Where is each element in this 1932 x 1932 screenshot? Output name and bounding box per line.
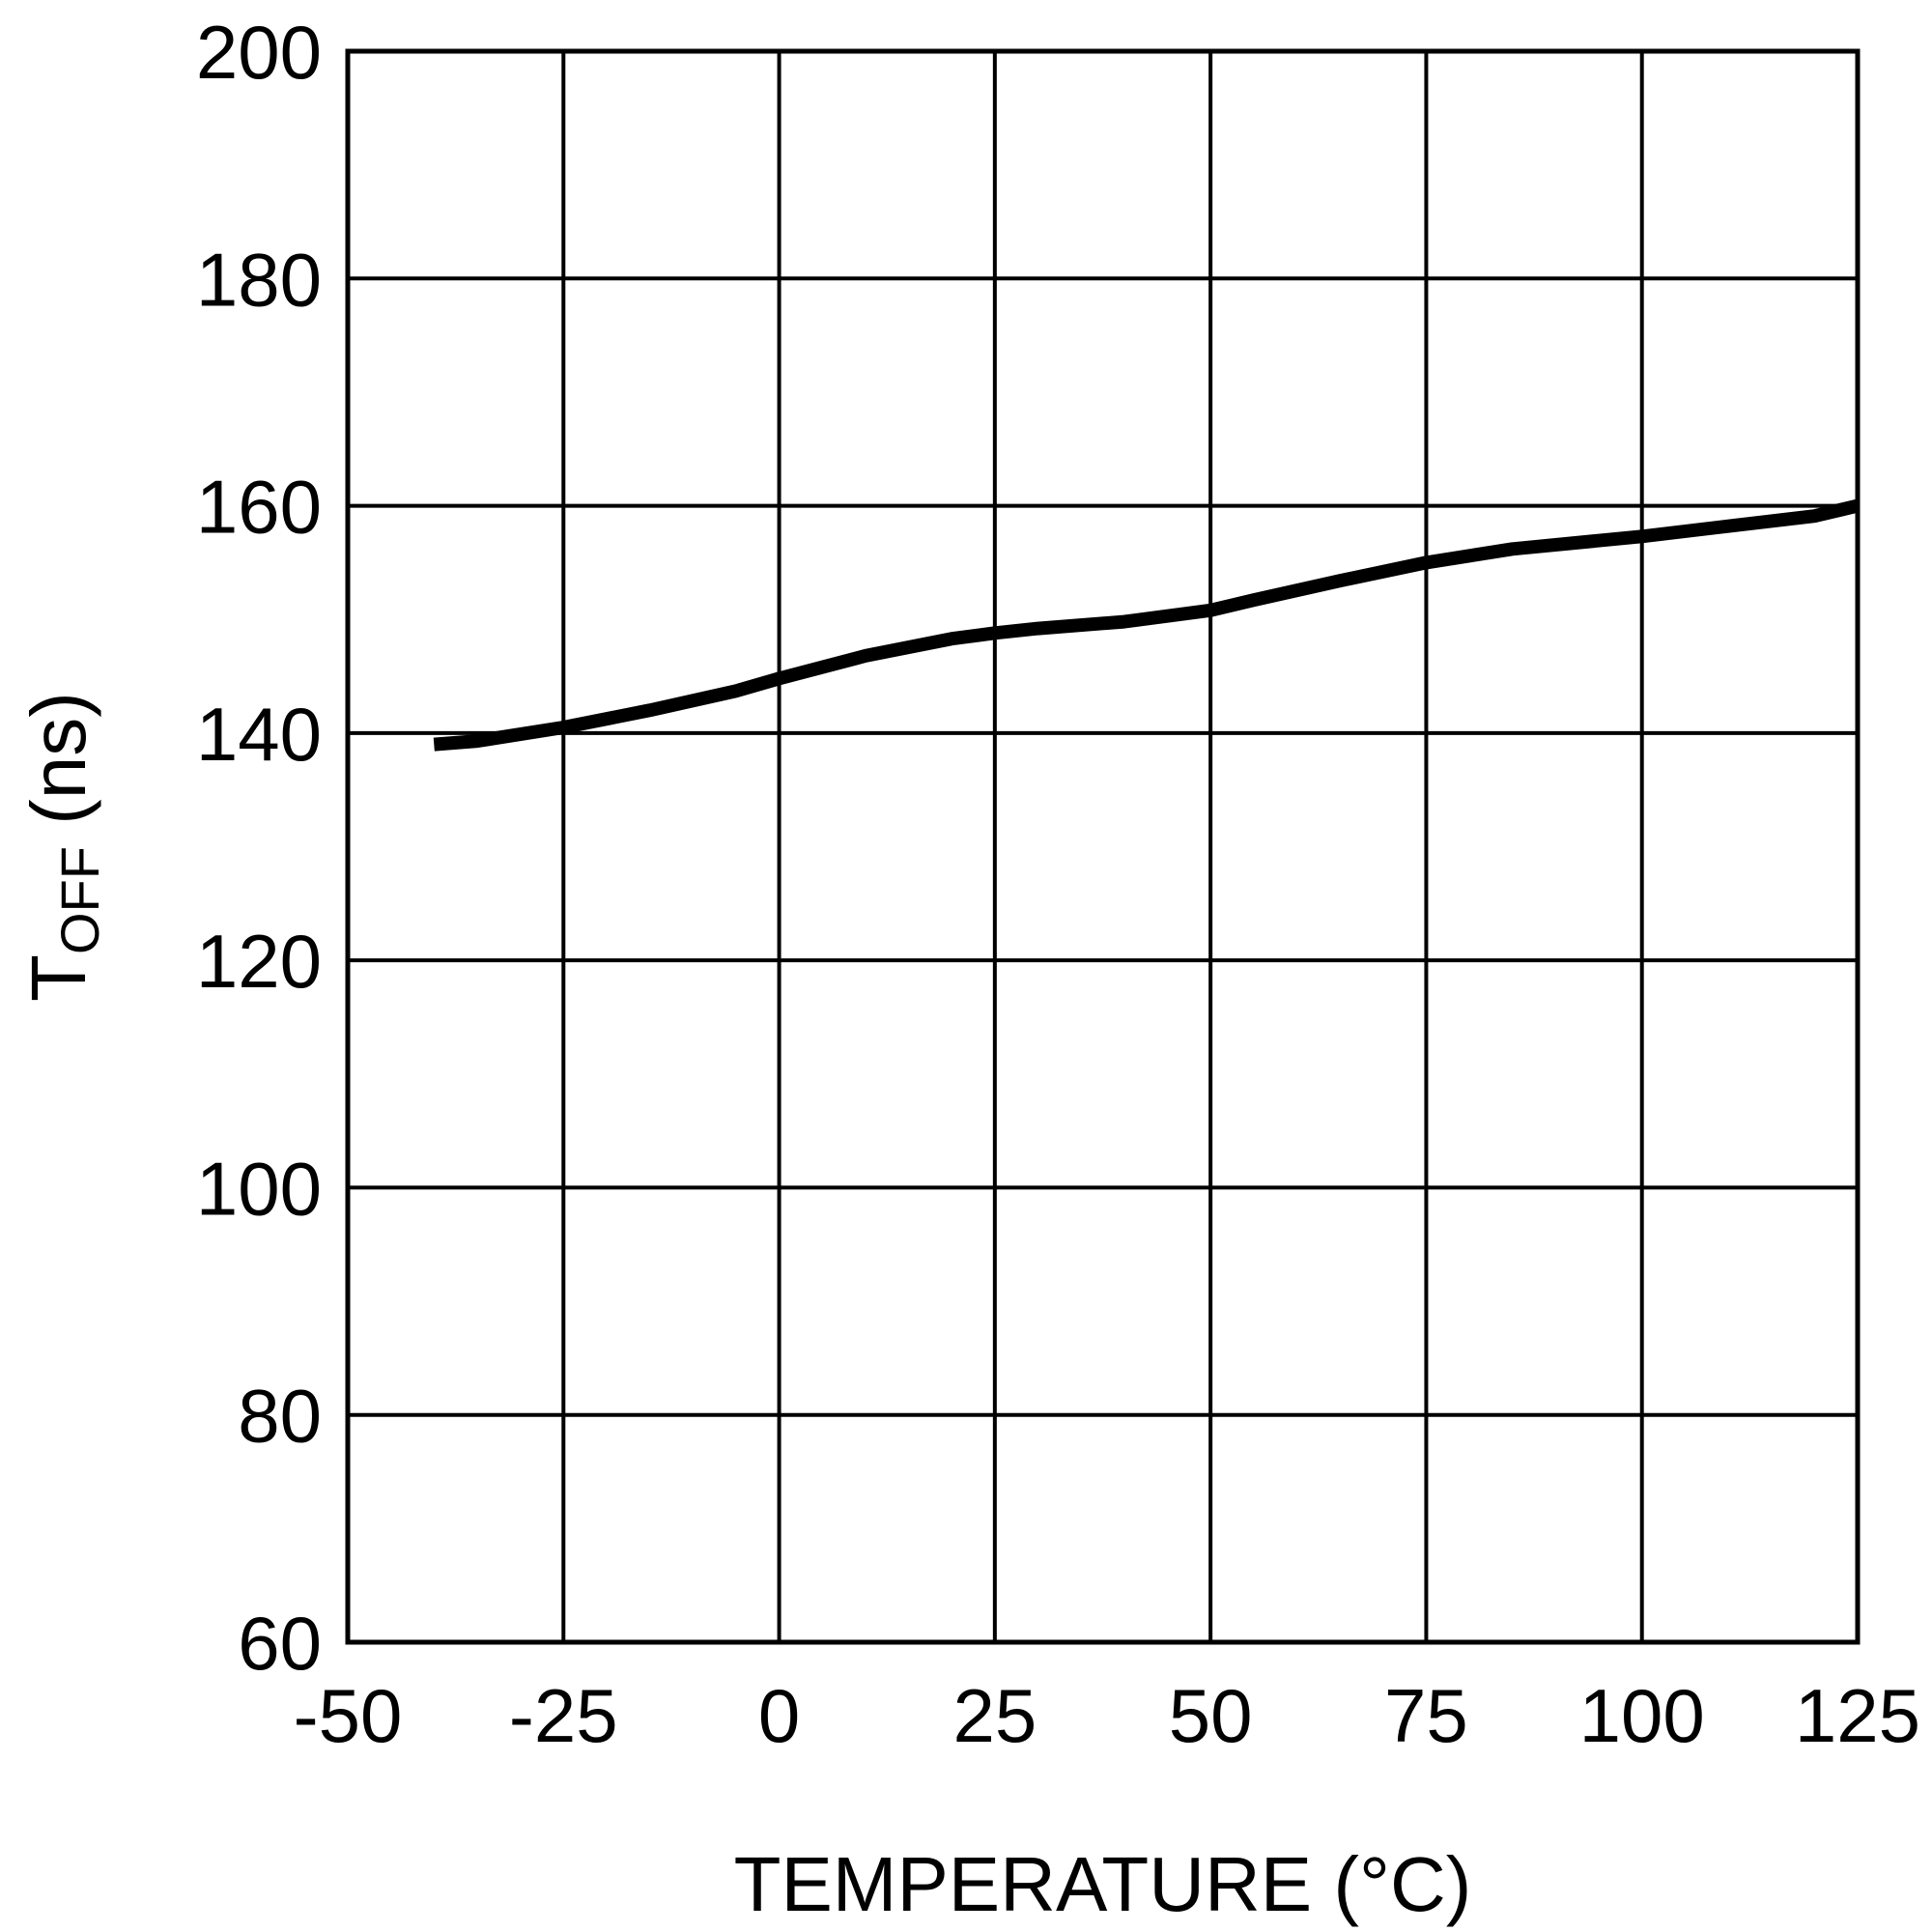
series-layer xyxy=(433,498,1860,752)
x-tick-label: 50 xyxy=(1169,1673,1253,1758)
y-axis-title-main: T xyxy=(15,954,101,1002)
x-tick-label: 75 xyxy=(1384,1673,1468,1758)
y-tick-label: 60 xyxy=(238,1601,322,1686)
x-axis-ticks: -50 -25 0 25 50 75 100 125 xyxy=(294,1673,1920,1758)
x-tick-label: 0 xyxy=(758,1673,800,1758)
y-axis-title-subscript: OFF xyxy=(49,846,110,954)
plot-frame xyxy=(345,48,1861,1645)
x-tick-label: -25 xyxy=(509,1673,618,1758)
series-line xyxy=(433,498,1860,752)
y-axis-title-unit: (ns) xyxy=(15,692,101,846)
y-axis-ticks: 60 80 100 120 140 160 180 200 xyxy=(196,10,322,1686)
y-tick-label: 200 xyxy=(196,10,322,95)
x-tick-label: -50 xyxy=(294,1673,403,1758)
x-axis-title: TEMPERATURE (°C) xyxy=(734,1841,1472,1927)
x-tick-label: 125 xyxy=(1795,1673,1920,1758)
y-tick-label: 120 xyxy=(196,919,322,1004)
grid-lines xyxy=(346,49,1860,1644)
y-tick-label: 80 xyxy=(238,1374,322,1459)
y-tick-label: 100 xyxy=(196,1146,322,1231)
y-tick-label: 160 xyxy=(196,465,322,550)
x-tick-label: 100 xyxy=(1579,1673,1705,1758)
y-tick-label: 140 xyxy=(196,692,322,777)
y-tick-label: 180 xyxy=(196,237,322,322)
x-tick-label: 25 xyxy=(952,1673,1037,1758)
y-axis-title: TOFF (ns) xyxy=(15,692,110,1002)
